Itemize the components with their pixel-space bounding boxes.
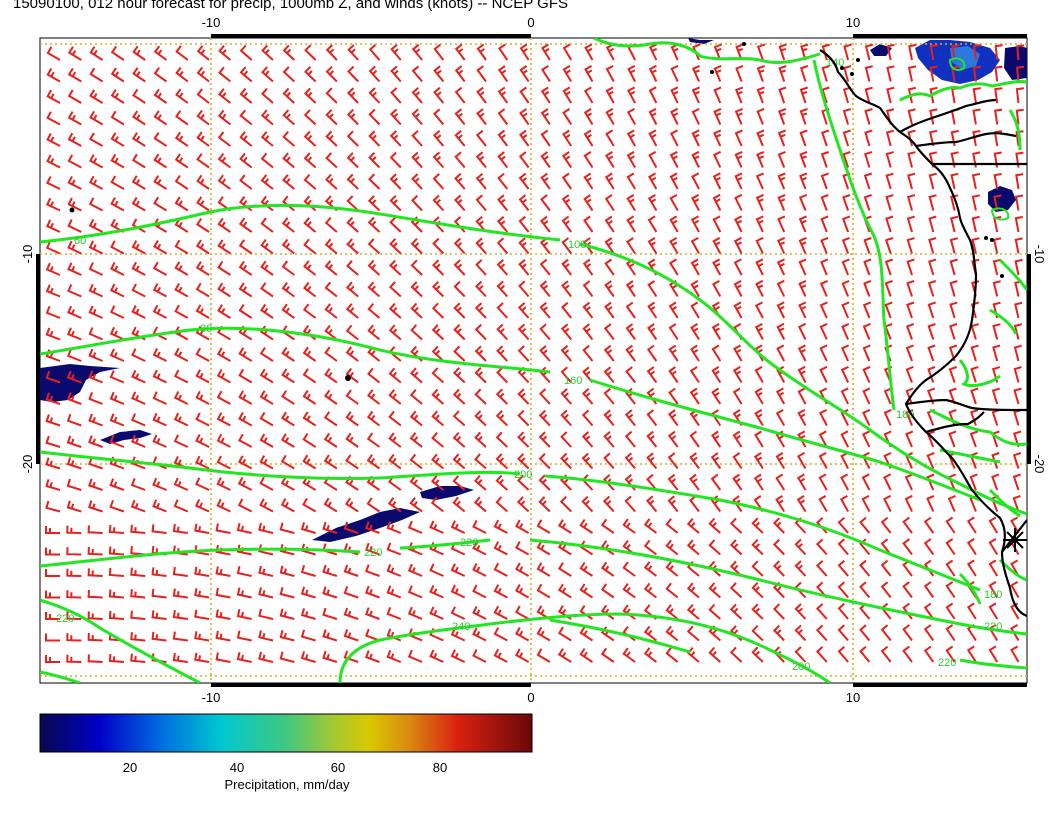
svg-text:180: 180 <box>984 589 1002 601</box>
svg-text:-10: -10 <box>1032 245 1047 264</box>
coastline-islands <box>69 42 1004 381</box>
lat-tick-labels-right: -10 -20 <box>1032 245 1047 474</box>
frame-ticks <box>36 34 1031 687</box>
svg-text:-20: -20 <box>20 455 35 474</box>
height-contours <box>40 38 1027 683</box>
svg-text:60: 60 <box>331 760 345 775</box>
svg-text:-10: -10 <box>20 245 35 264</box>
svg-text:10: 10 <box>846 15 860 30</box>
lon-tick-labels-bottom: -10 0 10 <box>202 690 861 705</box>
svg-text:60: 60 <box>74 235 86 247</box>
chart-title: 15090100, 012 hour forecast for precip, … <box>13 0 568 12</box>
svg-text:200: 200 <box>514 469 532 481</box>
svg-text:200: 200 <box>792 661 810 673</box>
svg-text:80: 80 <box>433 760 447 775</box>
svg-text:100: 100 <box>568 239 586 251</box>
wind-barbs <box>45 43 1025 663</box>
svg-text:220: 220 <box>364 547 382 559</box>
lon-tick-labels-top: -10 0 10 <box>202 15 861 30</box>
svg-text:220: 220 <box>984 621 1002 633</box>
svg-text:Precipitation, mm/day: Precipitation, mm/day <box>225 777 350 792</box>
svg-text:0: 0 <box>527 15 534 30</box>
svg-text:-20: -20 <box>1032 455 1047 474</box>
svg-text:-10: -10 <box>202 15 221 30</box>
svg-text:10: 10 <box>846 690 860 705</box>
lat-tick-labels-left: -10 -20 <box>20 245 35 474</box>
svg-text:220: 220 <box>56 613 74 625</box>
svg-text:220: 220 <box>938 657 956 669</box>
svg-text:20: 20 <box>123 760 137 775</box>
svg-text:160: 160 <box>564 375 582 387</box>
svg-text:240: 240 <box>452 621 470 633</box>
svg-text:-10: -10 <box>202 690 221 705</box>
colorbar: 20 40 60 80 Precipitation, mm/day <box>39 713 533 792</box>
svg-text:40: 40 <box>230 760 244 775</box>
station-marker <box>1003 528 1027 552</box>
coastline <box>819 49 1027 618</box>
svg-text:0: 0 <box>527 690 534 705</box>
svg-text:80: 80 <box>200 323 212 335</box>
svg-text:220: 220 <box>460 537 478 549</box>
